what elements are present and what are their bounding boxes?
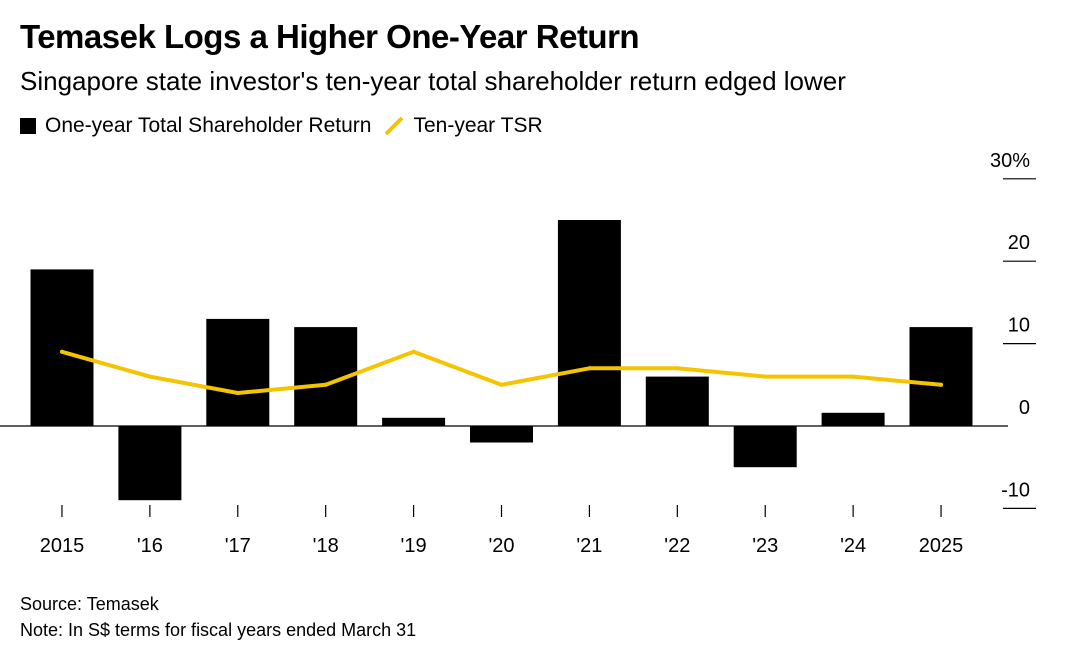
bar-2: [206, 318, 270, 426]
line-point-5: [499, 382, 504, 387]
x-tick-label-0: 2015: [40, 535, 85, 557]
x-tick-label-9: '24: [840, 535, 866, 557]
bar-10: [909, 327, 973, 426]
source-note: Source: Temasek: [20, 594, 159, 614]
legend-bar-swatch: [20, 118, 36, 134]
footnote: Note: In S$ terms for fiscal years ended…: [20, 620, 417, 640]
x-tick-label-4: '19: [401, 535, 427, 557]
bar-4: [382, 417, 446, 426]
bar-9: [821, 412, 885, 426]
bar-0: [30, 269, 94, 426]
x-tick-label-5: '20: [488, 535, 514, 557]
x-tick-label-3: '18: [313, 535, 339, 557]
line-point-0: [60, 349, 64, 354]
legend-item-bar: One-year Total Shareholder Return: [20, 114, 371, 138]
y-tick-label-2: 10: [1008, 315, 1030, 337]
line-point-9: [851, 374, 856, 379]
x-tick-label-6: '21: [576, 535, 602, 557]
combo-chart: 30% 20 10 0 -10 2015 '16 '17 '18 '19 '20 '21 '22 '23 '…: [0, 150, 1036, 557]
y-tick-label-4: -10: [1001, 479, 1030, 501]
x-tick-label-10: 2025: [919, 535, 964, 557]
y-tick-label-0: 30%: [990, 150, 1030, 172]
line-point-3: [323, 382, 328, 387]
bar-1: [118, 426, 182, 501]
x-tick-label-7: '22: [664, 535, 690, 557]
bar-6: [557, 220, 621, 426]
legend-item-line: Ten-year TSR: [383, 114, 543, 138]
chart-subtitle: Singapore state investor's ten-year tota…: [20, 66, 846, 96]
line-point-8: [763, 374, 768, 379]
line-point-2: [235, 391, 240, 395]
x-tick-label-1: '16: [137, 535, 163, 557]
line-point-10: [939, 382, 943, 387]
line-point-1: [147, 374, 152, 379]
bar-8: [733, 426, 797, 468]
legend-line-swatch: [385, 116, 404, 136]
y-tick-label-3: 0: [1019, 397, 1030, 419]
line-series-ten-year-tsr: [60, 349, 943, 395]
line-point-6: [587, 366, 592, 371]
chart-legend: One-year Total Shareholder Return Ten-ye…: [20, 114, 555, 138]
y-tick-label-1: 20: [1008, 232, 1030, 254]
legend-bar-label: One-year Total Shareholder Return: [45, 114, 372, 137]
bar-7: [645, 376, 709, 426]
line-point-4: [411, 349, 416, 354]
bar-5: [470, 426, 533, 443]
x-tick-label-8: '23: [752, 535, 778, 557]
x-tick-label-2: '17: [225, 535, 251, 557]
legend-line-label: Ten-year TSR: [413, 114, 543, 137]
line-point-7: [675, 366, 680, 371]
chart-title: Temasek Logs a Higher One-Year Return: [20, 18, 640, 55]
